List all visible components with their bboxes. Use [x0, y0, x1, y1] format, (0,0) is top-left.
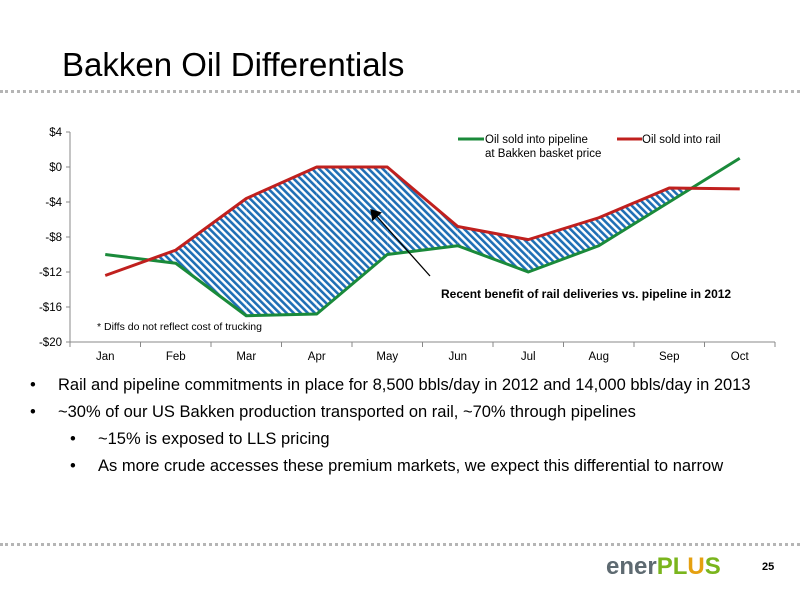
bullet-text: ~15% is exposed to LLS pricing — [98, 430, 330, 448]
bullet-text: Rail and pipeline commitments in place f… — [58, 376, 751, 394]
benefit-fill-segment — [175, 198, 247, 316]
x-tick-label: Apr — [308, 351, 326, 363]
benefit-fill-segment — [598, 188, 670, 246]
page-number: 25 — [762, 561, 775, 573]
x-tick-label: Feb — [166, 351, 186, 363]
x-tick-label: Oct — [731, 351, 750, 363]
benefit-fill-segment — [246, 167, 317, 316]
bullet-marker: • — [70, 457, 76, 475]
y-tick-label: -$12 — [39, 267, 62, 279]
y-tick-label: -$4 — [45, 197, 62, 209]
y-tick-label: -$20 — [39, 337, 62, 349]
differentials-chart: $4 $0 -$4 -$8 -$12 -$16 -$20 Jan Feb Mar Apr May Ju… — [39, 127, 776, 363]
pipeline-series-line — [105, 156, 741, 318]
bullet-item: • ~30% of our US Bakken production transp… — [30, 402, 760, 422]
legend-rail-label: Oil sold into rail — [642, 134, 721, 146]
x-tick-label: Sep — [659, 351, 679, 363]
bottom-divider — [0, 543, 800, 546]
x-tick-label: Jun — [448, 351, 467, 363]
rail-series-line — [104, 165, 740, 277]
bullet-marker: • — [30, 376, 36, 394]
sub-bullet-item: • As more crude accesses these premium ma… — [30, 456, 760, 476]
y-tick-label: $0 — [49, 162, 62, 174]
legend-pipeline-label: Oil sold into pipeline — [485, 134, 588, 146]
x-tick-label: Aug — [589, 351, 609, 363]
x-tick-label: May — [376, 351, 398, 363]
sub-bullet-item: • ~15% is exposed to LLS pricing — [30, 429, 760, 449]
x-tick-label: Jan — [96, 351, 115, 363]
top-divider — [0, 90, 800, 93]
annotation-arrow — [370, 209, 431, 277]
benefit-fill-segment — [316, 167, 388, 314]
chart-footnote: * Diffs do not reflect cost of trucking — [97, 321, 262, 333]
y-tick-label: $4 — [49, 127, 62, 139]
slide-title: Bakken Oil Differentials — [62, 46, 405, 83]
enerplus-logo: enerPLUS — [606, 553, 721, 580]
y-tick-label: -$8 — [45, 232, 62, 244]
benefit-fill-segment — [528, 217, 599, 272]
bullet-marker: • — [70, 430, 76, 448]
benefit-fill-segment — [387, 167, 458, 255]
bullet-text: ~30% of our US Bakken production transpo… — [58, 403, 636, 421]
x-tick-label: Jul — [521, 351, 536, 363]
bullet-text: As more crude accesses these premium mar… — [98, 457, 724, 475]
legend-pipeline-label-line2: at Bakken basket price — [485, 148, 601, 160]
y-tick-label: -$16 — [39, 302, 62, 314]
bullet-item: • Rail and pipeline commitments in place … — [30, 375, 760, 395]
chart-annotation: Recent benefit of rail deliveries vs. pi… — [441, 287, 731, 301]
x-tick-label: Mar — [236, 351, 256, 363]
bullet-marker: • — [30, 403, 36, 421]
bullet-list: • Rail and pipeline commitments in place … — [30, 375, 760, 483]
benefit-fill-segment — [457, 226, 529, 272]
